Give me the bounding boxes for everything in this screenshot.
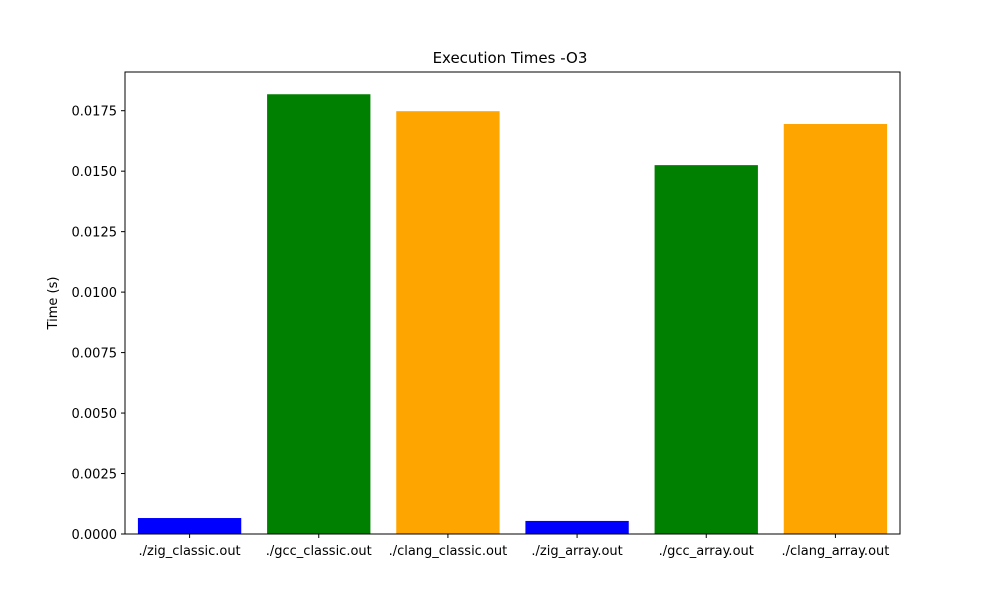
- y-tick-label-6: 0.0150: [72, 165, 118, 180]
- x-tick-label-3: ./zig_array.out: [531, 544, 622, 559]
- y-tick-label-5: 0.0125: [72, 226, 118, 241]
- bar-3: [525, 520, 629, 534]
- bar-0: [137, 518, 242, 534]
- y-tick-label-7: 0.0175: [72, 105, 118, 120]
- chart-title: Execution Times -O3: [433, 49, 588, 67]
- bar-2: [396, 111, 500, 535]
- y-tick-label-0: 0.0000: [72, 528, 118, 543]
- y-tick-label-2: 0.0050: [72, 407, 118, 422]
- x-tick-label-5: ./clang_array.out: [781, 544, 889, 559]
- x-ticks-group: ./zig_classic.out ./gcc_classic.out ./clan…: [139, 534, 889, 559]
- y-tick-label-4: 0.0100: [72, 286, 118, 301]
- x-tick-label-1: ./gcc_classic.out: [266, 544, 372, 559]
- x-tick-label-0: ./zig_classic.out: [139, 544, 241, 559]
- bars-group: [137, 94, 888, 535]
- y-ticks-group: 0.0000 0.0025 0.0050 0.0075 0.0100 0.0125 0.01…: [72, 105, 125, 543]
- bar-4: [654, 165, 758, 534]
- y-tick-label-1: 0.0025: [72, 468, 118, 483]
- y-tick-label-3: 0.0075: [72, 347, 118, 362]
- x-tick-label-2: ./clang_classic.out: [389, 544, 508, 559]
- x-tick-label-4: ./gcc_array.out: [659, 544, 754, 559]
- plot-area-frame: [124, 71, 901, 535]
- bar-1: [267, 94, 371, 534]
- y-axis-label: Time (s): [46, 277, 61, 331]
- bar-5: [783, 124, 888, 534]
